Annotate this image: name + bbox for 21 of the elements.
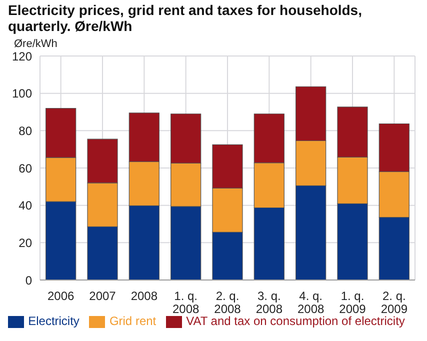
- x-tick-label: 4. q. 2008: [297, 289, 325, 316]
- x-tick-label: 2007: [89, 289, 116, 303]
- x-tick-label: 2006: [47, 289, 75, 303]
- x-tick-label: 2008: [130, 289, 158, 303]
- legend-label: VAT and tax on consumption of electricity: [186, 314, 405, 328]
- legend-label: Electricity: [28, 314, 80, 328]
- y-tick-label: 20: [18, 236, 32, 250]
- x-tick-label: 3. q. 2008: [256, 289, 283, 316]
- y-tick-label: 100: [12, 86, 32, 101]
- y-tick-label: 120: [12, 49, 32, 64]
- y-tick-label: 60: [18, 161, 32, 176]
- y-tick-label: 80: [18, 124, 32, 138]
- x-tick-label: 1. q. 2009: [339, 289, 366, 316]
- y-tick-label: 0: [25, 273, 32, 288]
- y-axis-title: Øre/kWh: [14, 38, 58, 50]
- x-tick-label: 1. q. 2008: [172, 289, 200, 316]
- y-tick-label: 40: [18, 198, 32, 213]
- x-tick-label: 2. q. 2009: [380, 289, 408, 316]
- chart-title: Electricity prices, grid rent and taxes for households, quarterly. Øre/kWh: [8, 2, 363, 34]
- x-tick-label: 2. q. 2008: [214, 289, 242, 316]
- legend-label: Grid rent: [109, 314, 156, 328]
